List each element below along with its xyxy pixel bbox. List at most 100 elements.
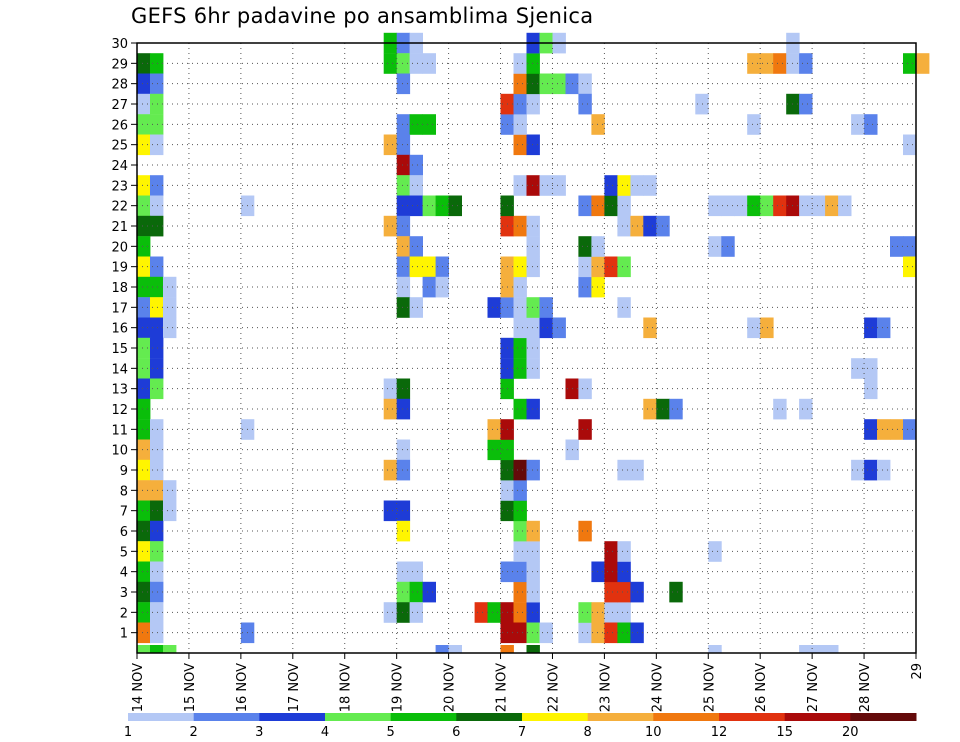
heatmap-cell (137, 175, 151, 196)
x-tick-label: 18 NOV (339, 663, 354, 712)
heatmap-cell (150, 439, 164, 461)
heatmap-cell (396, 439, 411, 461)
heatmap-cell (591, 561, 605, 583)
heatmap-cell (799, 195, 813, 217)
colorbar-label: 7 (518, 725, 526, 740)
heatmap-cell (578, 378, 592, 400)
heatmap-cell (799, 645, 813, 654)
heatmap-cell (617, 602, 631, 623)
heatmap-cell (396, 520, 411, 542)
heatmap-cell (383, 378, 398, 400)
heatmap-cell (604, 541, 618, 562)
heatmap-cell (617, 459, 631, 481)
heatmap-cell (526, 93, 540, 115)
heatmap-cell (526, 134, 540, 156)
heatmap-cell (500, 645, 514, 654)
heatmap-cell (137, 541, 151, 562)
y-tick-label: 15 (111, 342, 128, 357)
y-tick-label: 14 (111, 362, 128, 377)
heatmap-cell (617, 541, 631, 562)
x-tick-label: 17 NOV (287, 663, 302, 712)
heatmap-cell (708, 236, 722, 257)
heatmap-cell (760, 195, 774, 217)
heatmap-cell (708, 541, 722, 562)
y-tick-label: 22 (111, 200, 128, 215)
heatmap-cell (604, 256, 618, 278)
heatmap-cell (526, 459, 540, 481)
heatmap-cell (526, 175, 540, 196)
heatmap-cell (747, 317, 761, 339)
heatmap-cell (150, 93, 164, 115)
heatmap-cell (513, 581, 527, 603)
heatmap-cell (513, 520, 527, 542)
heatmap-cell (137, 256, 151, 278)
heatmap-cell (137, 622, 151, 644)
heatmap-cell (578, 236, 592, 257)
colorbar-swatch (128, 713, 195, 721)
heatmap-cell (591, 195, 605, 217)
heatmap-cell (409, 175, 423, 196)
heatmap-cell (163, 645, 177, 654)
heatmap-cell (773, 53, 787, 74)
heatmap-cell (150, 114, 164, 135)
heatmap-cell (617, 561, 631, 583)
heatmap-cell (422, 114, 436, 135)
heatmap-cell (617, 175, 631, 196)
heatmap-cell (799, 53, 813, 74)
colorbar-label: 2 (190, 725, 198, 740)
colorbar-swatch (193, 713, 260, 721)
colorbar-label: 20 (842, 725, 859, 740)
heatmap-cell (916, 53, 930, 74)
x-tick-label: 16 NOV (235, 663, 250, 712)
heatmap-cell (409, 561, 423, 583)
heatmap-cell (903, 256, 917, 278)
heatmap-cell (903, 236, 917, 257)
heatmap-cell (526, 622, 540, 644)
colorbar-label: 15 (776, 725, 793, 740)
heatmap-cell (578, 93, 592, 115)
heatmap-cell (383, 53, 398, 74)
heatmap-cell (617, 297, 631, 318)
heatmap-cell (526, 73, 540, 95)
heatmap-cell (513, 622, 527, 644)
heatmap-cell (526, 317, 540, 339)
colorbar-swatch (653, 713, 720, 721)
y-axis: 1234567891011121314151617181920212223242… (111, 37, 137, 642)
y-tick-label: 2 (120, 606, 128, 621)
heatmap-cell (903, 53, 917, 74)
heatmap-cell (396, 602, 411, 623)
x-tick-label: 26 NOV (754, 663, 769, 712)
heatmap-cell (747, 114, 761, 135)
heatmap-cell (747, 53, 761, 74)
heatmap-cell (137, 195, 151, 217)
colorbar-swatch (522, 713, 589, 721)
heatmap-cell (526, 358, 540, 379)
heatmap-cell (734, 195, 748, 217)
heatmap-cell (150, 541, 164, 562)
heatmap-cell (539, 73, 553, 95)
heatmap-cell (137, 53, 151, 74)
heatmap-cell (799, 93, 813, 115)
heatmap-cell (150, 419, 164, 440)
heatmap-cell (150, 500, 164, 522)
heatmap-cell (137, 561, 151, 583)
heatmap-cell (708, 645, 722, 654)
heatmap-cell (396, 53, 411, 74)
heatmap-cell (513, 53, 527, 74)
heatmap-cell (409, 195, 423, 217)
heatmap-cell (137, 337, 151, 359)
y-tick-label: 19 (111, 261, 128, 276)
heatmap-cell (513, 541, 527, 562)
heatmap-cell (877, 419, 891, 440)
colorbar-swatch (456, 713, 523, 721)
heatmap-cell (526, 602, 540, 623)
heatmap-cell (864, 419, 878, 440)
y-tick-label: 20 (111, 240, 128, 255)
heatmap-cell (513, 398, 527, 420)
heatmap-cell (539, 622, 553, 644)
heatmap-cell (591, 622, 605, 644)
heatmap-cell (150, 73, 164, 95)
heatmap-cell (150, 175, 164, 196)
heatmap-cell (591, 236, 605, 257)
heatmap-cell (396, 297, 411, 318)
